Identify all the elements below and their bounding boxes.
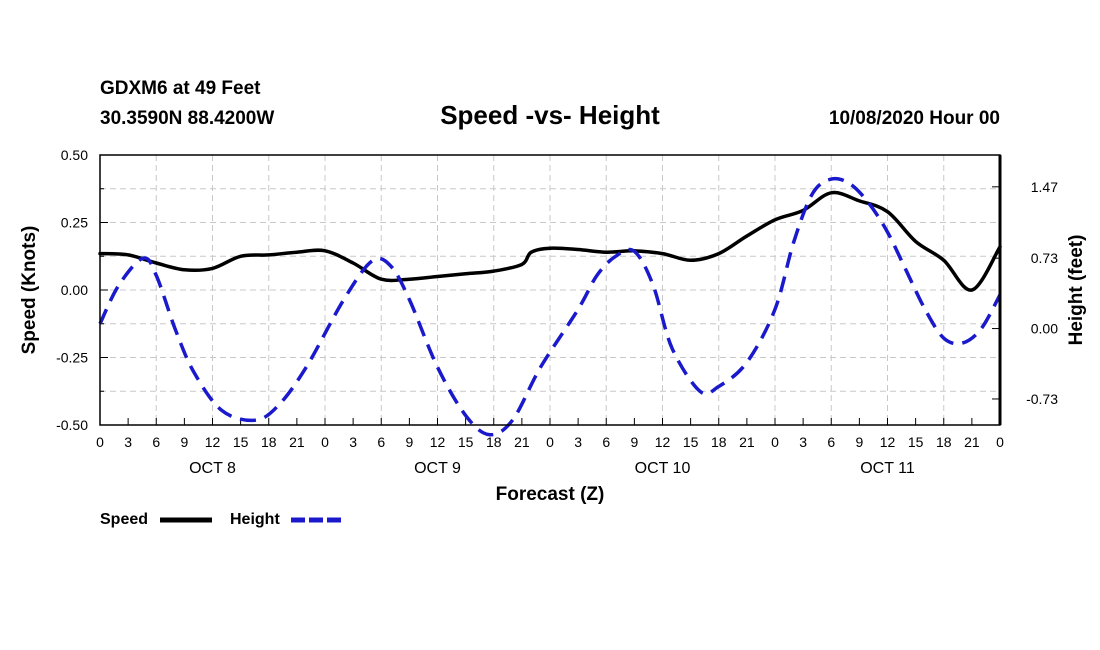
- y-right-tick-label: 1.47: [1031, 179, 1058, 195]
- x-tick-label: 12: [430, 434, 446, 450]
- day-label: OCT 11: [860, 460, 915, 477]
- y-right-tick-label: 0.00: [1031, 321, 1058, 337]
- legend: Speed Height: [100, 511, 342, 528]
- coordinates-label: 30.3590N 88.4200W: [100, 108, 274, 129]
- y-left-tick-label: 0.00: [61, 282, 88, 298]
- x-tick-label: 15: [233, 434, 249, 450]
- x-tick-label: 0: [96, 434, 104, 450]
- day-label: OCT 8: [189, 460, 236, 477]
- x-tick-label: 9: [180, 434, 188, 450]
- forecast-datetime: 10/08/2020 Hour 00: [829, 108, 1000, 129]
- x-tick-label: 15: [458, 434, 474, 450]
- x-tick-label: 9: [405, 434, 413, 450]
- x-tick-label: 18: [711, 434, 727, 450]
- x-tick-label: 0: [996, 434, 1004, 450]
- x-tick-label: 6: [602, 434, 610, 450]
- height-series-line: [98, 176, 1002, 437]
- x-axis-label: Forecast (Z): [496, 484, 605, 505]
- y-left-tick-label: -0.25: [56, 350, 88, 366]
- y-right-tick-label: 0.73: [1031, 250, 1058, 266]
- day-label: OCT 10: [635, 460, 691, 477]
- y-left-axis-label: Speed (Knots): [19, 226, 40, 355]
- y-right-axis: 1.47 0.73 0.00 -0.73: [992, 179, 1058, 407]
- x-tick-label: 12: [205, 434, 221, 450]
- x-tick-label: 0: [546, 434, 554, 450]
- x-tick-label: 3: [124, 434, 132, 450]
- x-tick-label: 18: [936, 434, 952, 450]
- x-tick-label: 15: [908, 434, 924, 450]
- x-tick-label: 6: [152, 434, 160, 450]
- y-left-tick-label: 0.50: [61, 147, 88, 163]
- x-tick-label: 21: [514, 434, 530, 450]
- x-tick-label: 6: [377, 434, 385, 450]
- x-tick-label: 21: [289, 434, 305, 450]
- x-tick-label: 21: [964, 434, 980, 450]
- day-label: OCT 9: [414, 460, 461, 477]
- x-tick-label: 15: [683, 434, 699, 450]
- x-tick-label: 9: [630, 434, 638, 450]
- day-labels: OCT 8 OCT 9 OCT 10 OCT 11: [189, 460, 915, 477]
- y-left-axis: 0.50 0.25 0.00 -0.25 -0.50: [56, 147, 108, 433]
- x-tick-label: 18: [486, 434, 502, 450]
- x-tick-label: 0: [321, 434, 329, 450]
- y-left-tick-label: 0.25: [61, 215, 88, 231]
- y-right-tick-label: -0.73: [1026, 391, 1058, 407]
- x-tick-label: 12: [655, 434, 671, 450]
- x-tick-label: 12: [880, 434, 896, 450]
- speed-series-line: [98, 190, 1002, 292]
- x-axis-ticks: 0 3 6 9 12 15 18 21 0 3 6 9 12 15 18 21 0 3 6 9 12 15 18 21 0 3 6 9…: [96, 418, 1004, 450]
- legend-height-label: Height: [230, 511, 280, 528]
- x-tick-label: 3: [574, 434, 582, 450]
- station-label: GDXM6 at 49 Feet: [100, 78, 261, 99]
- legend-speed-label: Speed: [100, 511, 148, 528]
- x-tick-label: 18: [261, 434, 277, 450]
- x-tick-label: 9: [855, 434, 863, 450]
- grid: [100, 155, 1000, 425]
- y-right-axis-label: Height (feet): [1066, 235, 1087, 346]
- x-tick-label: 6: [827, 434, 835, 450]
- chart-title: Speed -vs- Height: [440, 100, 660, 130]
- x-tick-label: 3: [799, 434, 807, 450]
- x-tick-label: 0: [771, 434, 779, 450]
- y-left-tick-label: -0.50: [56, 417, 88, 433]
- x-tick-label: 3: [349, 434, 357, 450]
- x-tick-label: 21: [739, 434, 755, 450]
